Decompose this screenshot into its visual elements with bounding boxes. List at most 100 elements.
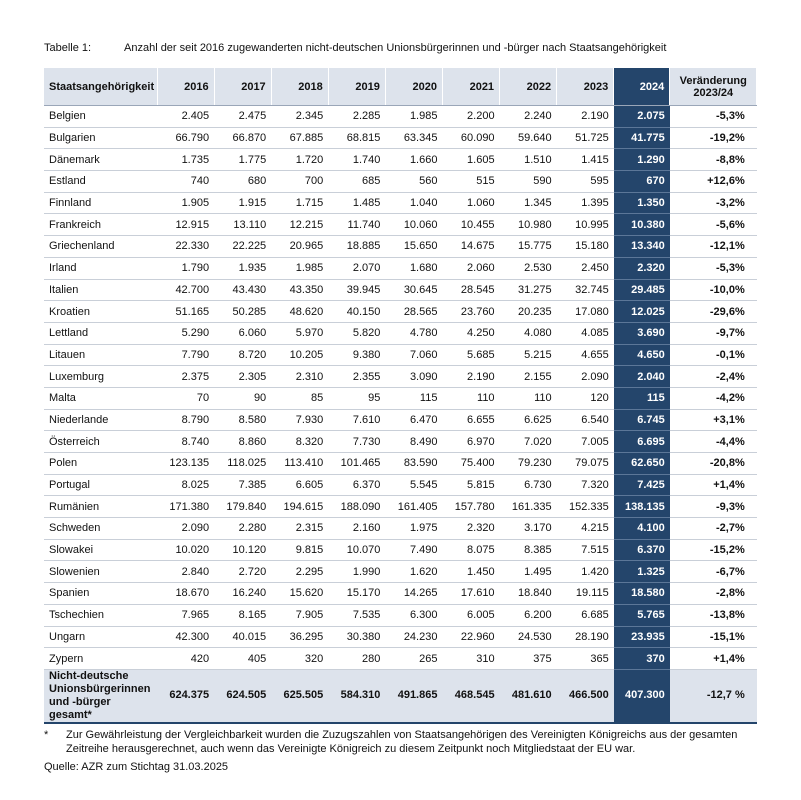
cell: 6.695 — [613, 430, 670, 453]
cell: 23.935 — [613, 626, 670, 649]
cell: 1.620 — [385, 560, 443, 584]
cell: 7.385 — [214, 474, 272, 497]
cell: 113.410 — [271, 452, 329, 475]
cell: 2.090 — [556, 365, 614, 388]
cell: 5.820 — [328, 322, 386, 345]
cell: -13,8% — [669, 604, 757, 627]
cell: 123.135 — [157, 452, 215, 475]
cell: 9.380 — [328, 344, 386, 367]
cell: -2,7% — [669, 517, 757, 540]
cell: 5.970 — [271, 322, 329, 345]
cell: 17.080 — [556, 300, 614, 323]
table-row: Bulgarien 66.790 66.870 67.885 68.815 63.345 6… — [44, 127, 757, 150]
cell: 42.700 — [157, 279, 215, 302]
cell: 4.250 — [442, 322, 500, 345]
cell: 6.370 — [613, 539, 670, 562]
cell: -20,8% — [669, 452, 757, 475]
cell: 39.945 — [328, 279, 386, 302]
cell: 7.320 — [556, 474, 614, 497]
row-label: Luxemburg — [44, 365, 157, 388]
cell: 1.720 — [271, 148, 329, 172]
cell: 5.215 — [499, 344, 557, 367]
cell: 43.430 — [214, 279, 272, 302]
cell: 14.675 — [442, 235, 500, 258]
column-header: Veränderung 2023/24 — [669, 68, 758, 106]
cell: 2.295 — [271, 560, 329, 584]
column-header: 2017 — [214, 68, 272, 106]
cell: 48.620 — [271, 300, 329, 323]
cell: 1.935 — [214, 257, 272, 280]
cell: 62.650 — [613, 452, 670, 475]
cell: 6.745 — [613, 409, 670, 432]
cell: 41.775 — [613, 127, 670, 150]
cell: 5.815 — [442, 474, 500, 497]
cell: 79.075 — [556, 452, 614, 475]
table-row: Luxemburg 2.375 2.305 2.310 2.355 3.090 2.190 2… — [44, 365, 757, 388]
row-label: Belgien — [44, 105, 157, 128]
cell: 6.730 — [499, 474, 557, 497]
cell: 161.405 — [385, 495, 443, 519]
column-header: 2024 — [613, 68, 671, 106]
cell: 75.400 — [442, 452, 500, 475]
cell: 42.300 — [157, 626, 215, 649]
cell: 1.395 — [556, 192, 614, 215]
cell: 670 — [613, 170, 670, 193]
cell: 18.580 — [613, 582, 670, 605]
cell: 20.235 — [499, 300, 557, 323]
table-row: Portugal 8.025 7.385 6.605 6.370 5.545 5.815 6.… — [44, 474, 757, 497]
cell: 2.530 — [499, 257, 557, 280]
cell: -2,4% — [669, 365, 757, 388]
cell: 40.015 — [214, 626, 272, 649]
cell: 6.200 — [499, 604, 557, 627]
cell: 7.005 — [556, 430, 614, 453]
cell: 4.655 — [556, 344, 614, 367]
cell: 3.170 — [499, 517, 557, 540]
cell: 740 — [157, 170, 215, 193]
total-cell: 468.545 — [442, 669, 500, 724]
cell: -5,6% — [669, 213, 757, 237]
cell: 560 — [385, 170, 443, 193]
header-row: Staatsangehörigkeit 2016 2017 2018 2019 2020 2… — [44, 68, 758, 106]
table-row: Estland 740 680 700 685 560 515 590 595 670 +12,6% — [44, 170, 757, 193]
cell: 8.790 — [157, 409, 215, 432]
cell: 85 — [271, 387, 329, 410]
cell: 22.225 — [214, 235, 272, 258]
table-row: Finnland 1.905 1.915 1.715 1.485 1.040 1.060 1.… — [44, 192, 757, 215]
cell: 2.075 — [613, 105, 670, 128]
cell: 2.840 — [157, 560, 215, 584]
cell: 5.545 — [385, 474, 443, 497]
cell: 375 — [499, 647, 557, 670]
cell: 4.085 — [556, 322, 614, 345]
row-label: Schweden — [44, 517, 157, 540]
cell: 110 — [442, 387, 500, 410]
cell: 7.905 — [271, 604, 329, 627]
cell: 115 — [385, 387, 443, 410]
cell: 6.685 — [556, 604, 614, 627]
cell: 310 — [442, 647, 500, 670]
cell: -4,4% — [669, 430, 757, 453]
cell: 30.645 — [385, 279, 443, 302]
cell: 14.265 — [385, 582, 443, 605]
cell: 60.090 — [442, 127, 500, 150]
table-row: Lettland 5.290 6.060 5.970 5.820 4.780 4.250 4.… — [44, 322, 757, 345]
cell: 15.170 — [328, 582, 386, 605]
table-row: Slowenien 2.840 2.720 2.295 1.990 1.620 1.450 1… — [44, 560, 757, 584]
cell: 7.425 — [613, 474, 670, 497]
table-row: Frankreich 12.915 13.110 12.215 11.740 10.060… — [44, 213, 757, 237]
row-label: Zypern — [44, 647, 157, 670]
cell: -2,8% — [669, 582, 757, 605]
cell: 30.380 — [328, 626, 386, 649]
cell: 179.840 — [214, 495, 272, 519]
cell: 23.760 — [442, 300, 500, 323]
cell: 6.060 — [214, 322, 272, 345]
cell: 1.415 — [556, 148, 614, 172]
cell: 1.715 — [271, 192, 329, 215]
cell: 7.965 — [157, 604, 215, 627]
source: Quelle: AZR zum Stichtag 31.03.2025 — [44, 761, 229, 773]
data-table: Staatsangehörigkeit 2016 2017 2018 2019 2020 2… — [44, 68, 758, 724]
cell: 2.040 — [613, 365, 670, 388]
cell: 152.335 — [556, 495, 614, 519]
cell: 18.885 — [328, 235, 386, 258]
cell: -3,2% — [669, 192, 757, 215]
